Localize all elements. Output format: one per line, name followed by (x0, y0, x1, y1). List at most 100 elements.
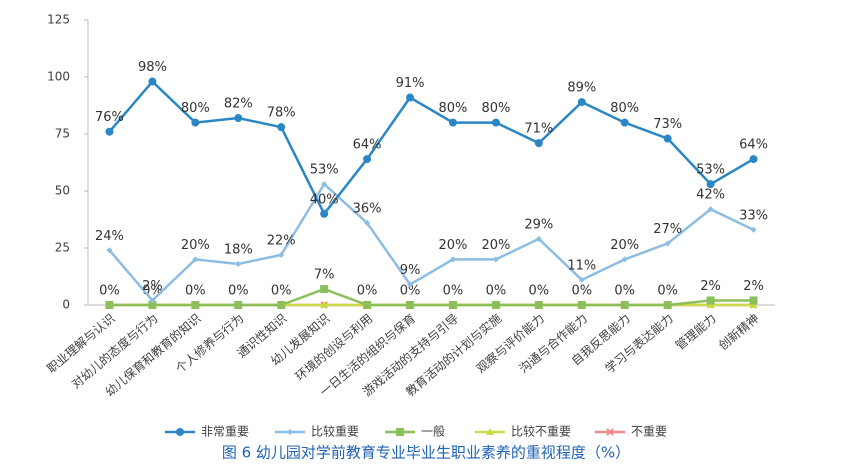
marker (234, 301, 243, 309)
marker (707, 206, 714, 213)
marker (621, 256, 628, 263)
data-label: 33% (739, 208, 768, 223)
data-label: 0% (228, 284, 249, 299)
data-label: 76% (95, 110, 124, 125)
y-tick-label: 75 (55, 127, 70, 141)
series-line (108, 79, 755, 217)
marker (620, 118, 629, 127)
marker (191, 118, 200, 127)
marker (363, 301, 372, 309)
data-label: 20% (181, 238, 210, 253)
marker (235, 260, 242, 267)
marker (191, 301, 200, 309)
marker (278, 251, 285, 258)
legend-marker (287, 429, 293, 435)
data-label: 64% (353, 138, 382, 153)
marker (149, 297, 156, 304)
data-label: 0% (657, 284, 678, 299)
marker (492, 256, 499, 263)
marker (664, 240, 671, 247)
data-label: 80% (181, 101, 210, 116)
data-label: 24% (95, 229, 124, 244)
data-label: 80% (610, 101, 639, 116)
marker (534, 301, 543, 309)
marker (448, 118, 457, 127)
marker (449, 256, 456, 263)
x-tick-label: 管理能力 (672, 310, 718, 352)
legend-label: 不重要 (631, 425, 667, 439)
legend-label: 比较重要 (311, 424, 359, 439)
y-tick-label: 125 (47, 13, 70, 27)
data-label: 0% (529, 284, 550, 299)
data-label: 20% (610, 238, 639, 253)
data-label: 42% (696, 188, 725, 203)
y-tick-label: 25 (55, 241, 70, 255)
data-label: 0% (486, 284, 507, 299)
marker (320, 301, 329, 308)
marker (706, 296, 715, 305)
data-label: 40% (310, 192, 339, 207)
marker (277, 301, 286, 309)
data-label: 22% (267, 233, 296, 248)
data-label: 73% (653, 117, 682, 132)
marker (749, 301, 758, 308)
marker (406, 301, 415, 309)
data-label: 0% (99, 284, 120, 299)
data-label: 71% (524, 122, 553, 137)
data-label: 0% (185, 284, 206, 299)
y-tick-label: 50 (55, 184, 70, 198)
data-label: 53% (696, 163, 725, 178)
y-tick-label: 0 (62, 298, 70, 312)
y-tick-label: 100 (47, 70, 70, 84)
marker (192, 256, 199, 263)
marker (663, 301, 672, 309)
data-label: 0% (400, 284, 421, 299)
marker (105, 301, 114, 309)
marker (491, 301, 500, 309)
data-label: 80% (439, 101, 468, 116)
marker (448, 301, 457, 309)
data-label: 82% (224, 97, 253, 112)
marker (663, 134, 672, 143)
marker (750, 226, 757, 233)
marker (491, 118, 500, 127)
marker (105, 127, 114, 136)
data-label: 91% (396, 76, 425, 91)
marker (277, 123, 286, 132)
marker (364, 219, 371, 226)
legend-marker (486, 428, 494, 435)
series-line (108, 182, 755, 303)
marker (577, 98, 586, 107)
marker (363, 155, 372, 164)
marker (749, 296, 758, 305)
data-label: 20% (481, 238, 510, 253)
marker (106, 247, 113, 254)
data-label: 11% (567, 258, 596, 273)
caption: 图 6 幼儿园对学前教育专业毕业生职业素养的重视程度（%） (222, 444, 630, 462)
data-label: 53% (310, 163, 339, 178)
data-label: 2% (700, 279, 721, 294)
data-label: 9% (400, 263, 421, 278)
data-label: 0% (271, 284, 292, 299)
data-label: 80% (481, 101, 510, 116)
data-label: 0% (357, 284, 378, 299)
marker (320, 209, 329, 218)
data-label: 0% (614, 284, 635, 299)
data-label: 7% (314, 268, 335, 283)
legend-label: 非常重要 (201, 425, 249, 439)
data-label: 64% (739, 138, 768, 153)
series-line (109, 287, 754, 307)
data-label: 2% (743, 279, 764, 294)
marker (578, 276, 585, 283)
data-label: 0% (571, 284, 592, 299)
marker (706, 180, 715, 189)
data-label: 98% (138, 60, 167, 75)
x-tick-label: 创新精神 (715, 310, 761, 352)
marker (620, 301, 629, 309)
marker (148, 301, 157, 309)
marker (535, 235, 542, 242)
data-label: 2% (142, 279, 163, 294)
marker (749, 155, 758, 164)
data-label: 27% (653, 222, 682, 237)
data-label: 36% (353, 201, 382, 216)
